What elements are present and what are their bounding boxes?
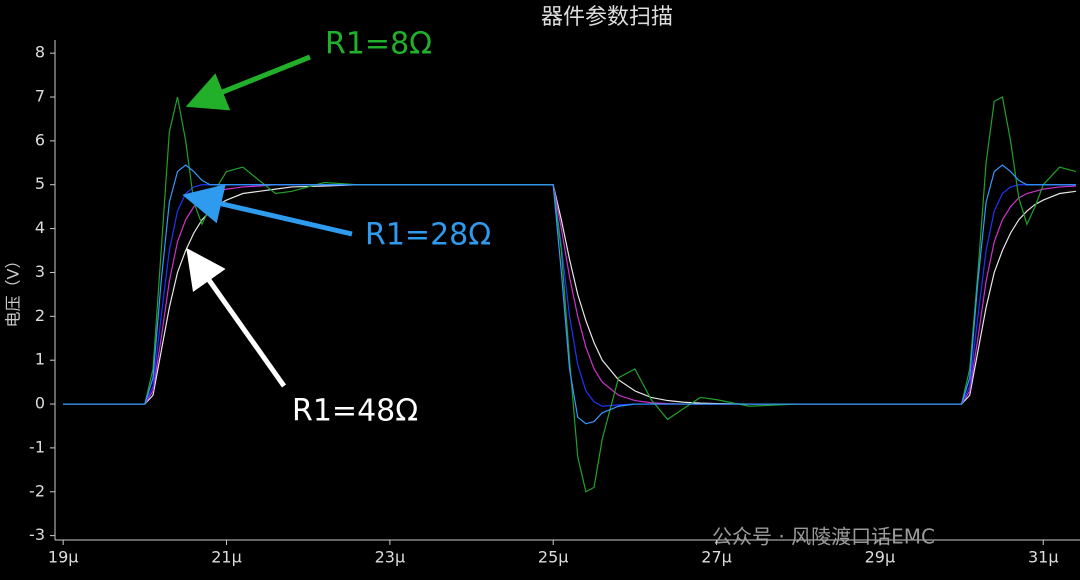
y-tick-label: 3 [35, 262, 45, 281]
y-tick-label: 1 [35, 350, 45, 369]
series-line [63, 184, 1076, 405]
series-line [63, 184, 1076, 407]
x-tick-label: 21μ [211, 548, 242, 567]
y-tick-label: -1 [29, 437, 45, 456]
plot-area [63, 96, 1077, 493]
chart-title: 器件参数扫描 [541, 5, 673, 30]
annotation-arrow [186, 247, 287, 388]
y-tick-label: -2 [29, 481, 45, 500]
y-tick-label: 0 [35, 394, 45, 413]
annotation: R1=28Ω [365, 218, 491, 253]
y-tick-label: -3 [29, 525, 45, 544]
y-tick-label: 8 [35, 43, 45, 62]
x-tick-label: 23μ [375, 548, 406, 567]
y-tick-label: 5 [35, 174, 45, 193]
y-tick-label: 4 [35, 218, 45, 237]
x-tick-label: 19μ [48, 548, 79, 567]
x-tick-label: 31μ [1028, 548, 1059, 567]
y-tick-label: 6 [35, 130, 45, 149]
y-tick-label: 7 [35, 87, 45, 106]
y-tick-label: 2 [35, 306, 45, 325]
annotation: R1=48Ω [292, 394, 418, 429]
annotation-arrow [185, 54, 311, 111]
annotation-arrow [182, 184, 353, 237]
series-line [63, 164, 1076, 425]
x-tick-label: 25μ [538, 548, 569, 567]
series-line [63, 96, 1077, 493]
watermark: 公众号 · 风陵渡口话EMC [712, 525, 935, 549]
x-tick-label: 27μ [701, 548, 732, 567]
annotation: R1=8Ω [325, 27, 432, 62]
x-tick-label: 29μ [865, 548, 896, 567]
y-axis-label: 电压（V） [4, 253, 23, 328]
